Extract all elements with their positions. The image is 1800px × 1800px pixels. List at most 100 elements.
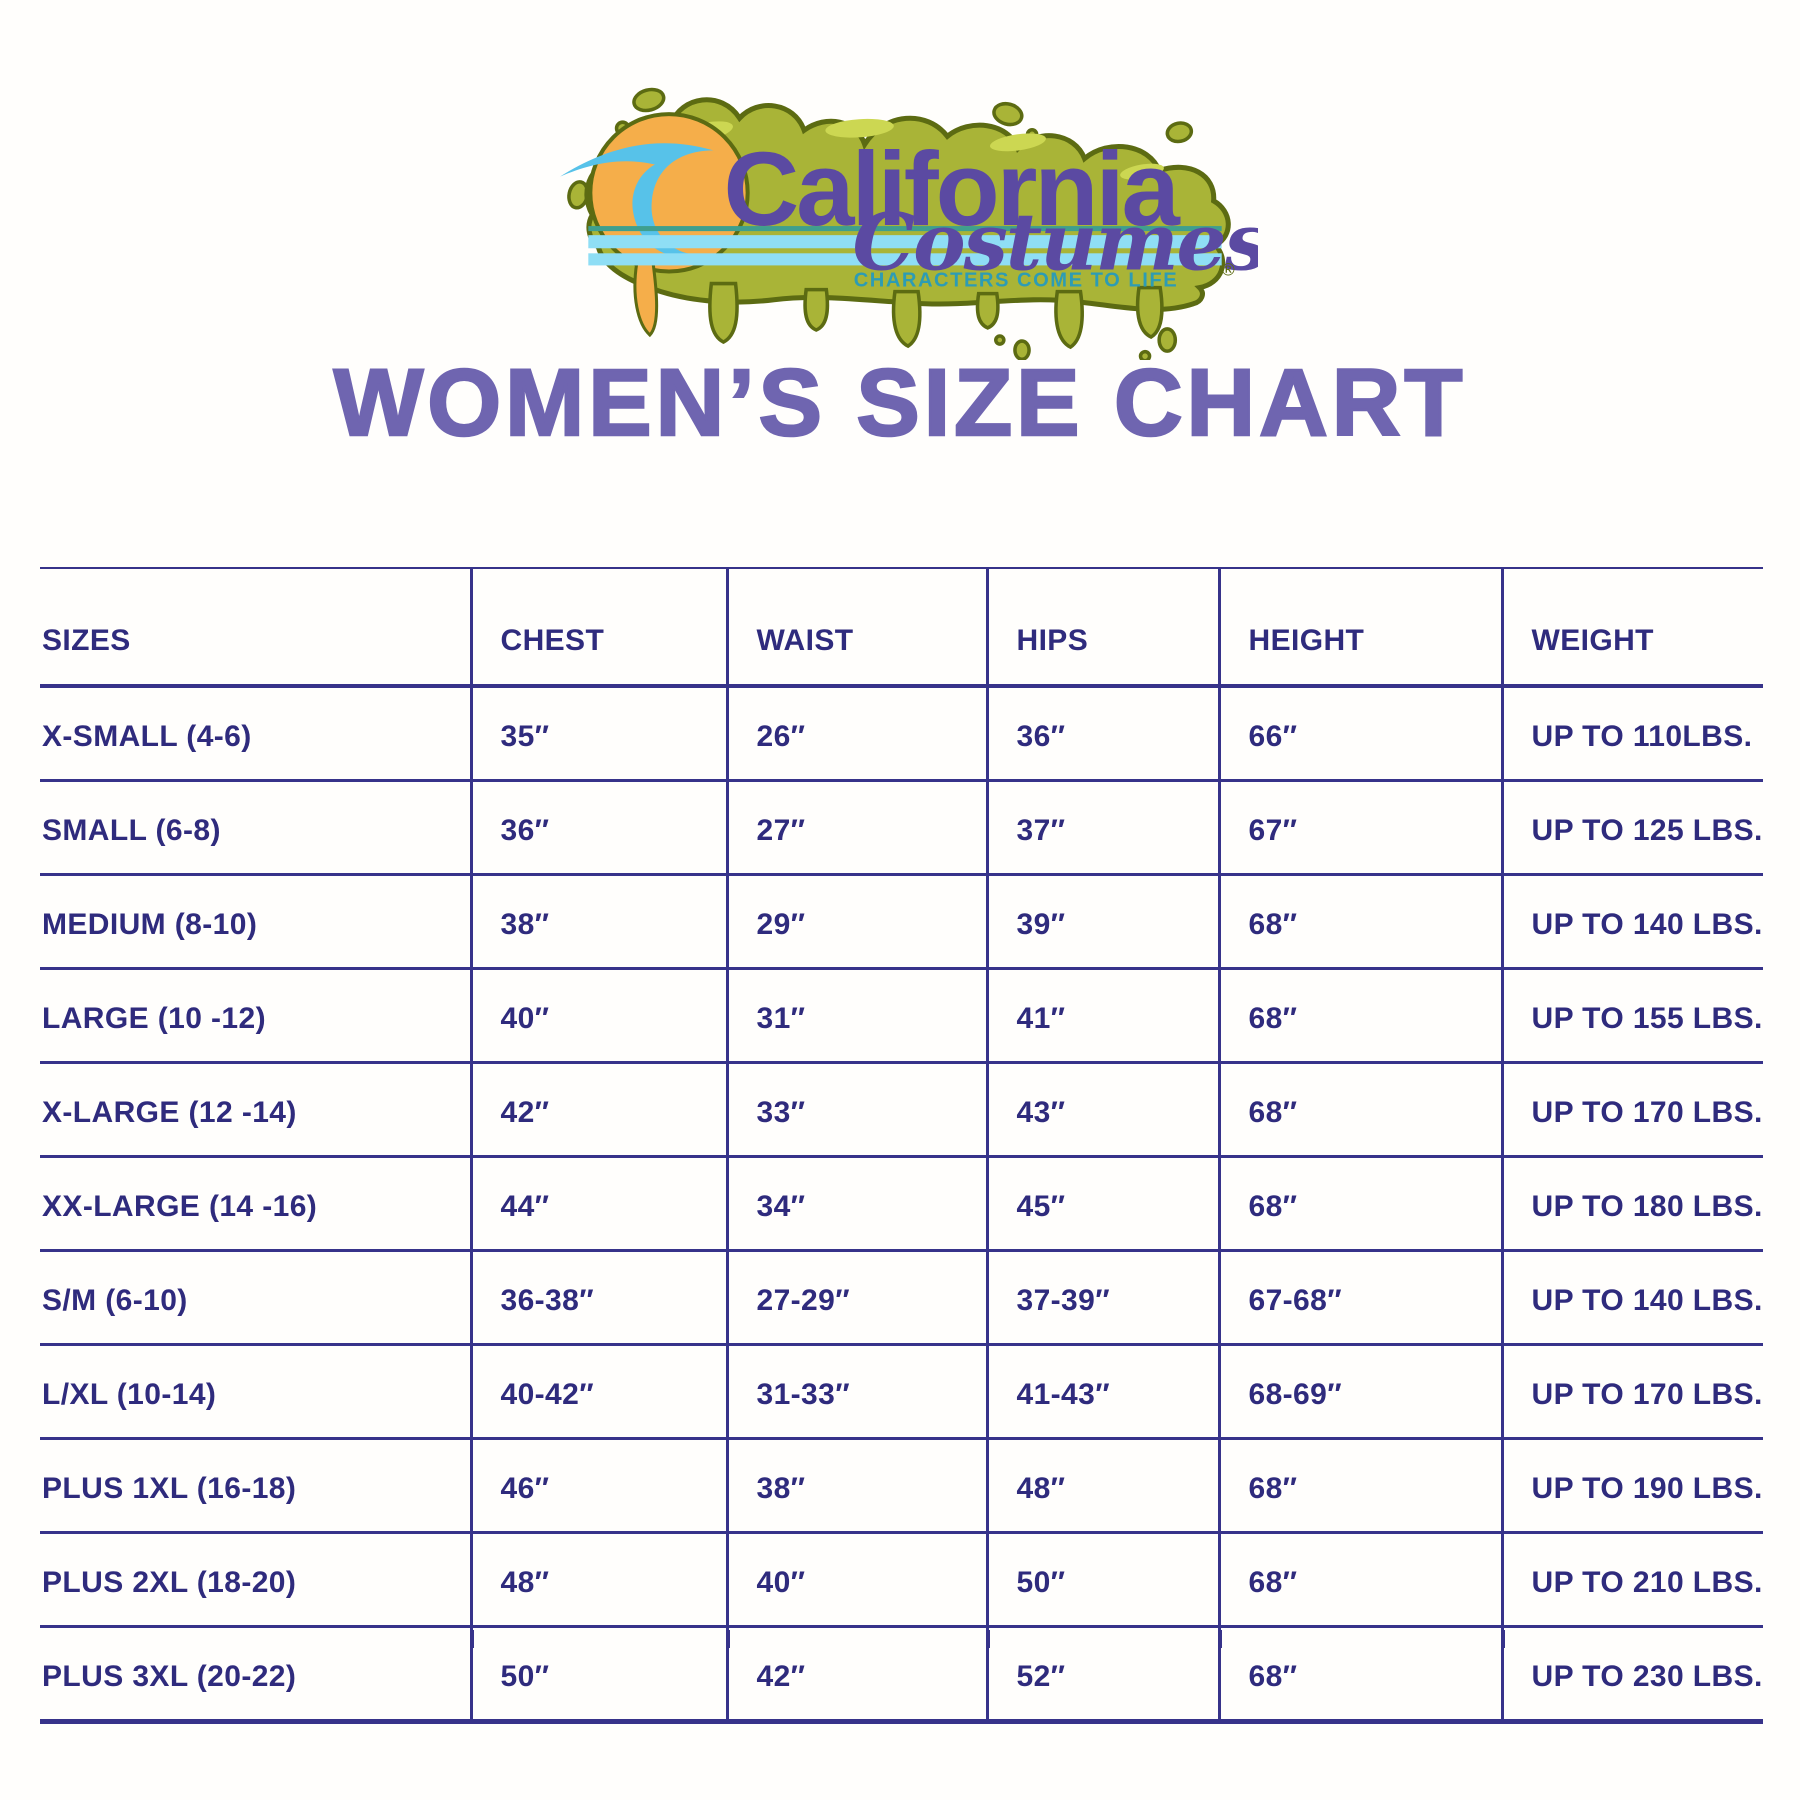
cell-sizes: PLUS 2XL (18-20)	[40, 1532, 471, 1628]
table-row: PLUS 2XL (18-20) 48″ 40″ 50″ 68″ UP TO 210 LB…	[40, 1532, 1763, 1628]
cell-sizes: SMALL (6-8)	[40, 780, 471, 876]
header-weight: WEIGHT	[1500, 567, 1763, 688]
cell-sizes: X-LARGE (12 -14)	[40, 1062, 471, 1158]
cell-chest: 46″	[469, 1438, 727, 1534]
table-row: PLUS 1XL (16-18) 46″ 38″ 48″ 68″ UP TO 190 LB…	[40, 1438, 1763, 1534]
registered-mark: ®	[1220, 260, 1237, 280]
column-line-stub	[727, 1630, 730, 1648]
cell-waist: 31″	[725, 968, 987, 1064]
cell-chest: 42″	[469, 1062, 727, 1158]
cell-weight: UP TO 180 LBS.	[1500, 1156, 1763, 1252]
cell-chest: 44″	[469, 1156, 727, 1252]
column-line-stub	[987, 1630, 990, 1648]
cell-height: 67-68″	[1217, 1250, 1502, 1346]
cell-weight: UP TO 170 LBS.	[1500, 1344, 1763, 1440]
column-line-stub	[471, 1630, 474, 1648]
cell-hips: 36″	[985, 686, 1219, 782]
cell-weight: UP TO 210 LBS.	[1500, 1532, 1763, 1628]
cell-height: 68″	[1217, 1532, 1502, 1628]
header-height: HEIGHT	[1217, 567, 1502, 688]
table-row: X-LARGE (12 -14) 42″ 33″ 43″ 68″ UP TO 170 LB…	[40, 1062, 1763, 1158]
cell-chest: 36″	[469, 780, 727, 876]
cell-height: 68″	[1217, 874, 1502, 970]
cell-height: 68″	[1217, 1156, 1502, 1252]
cell-chest: 35″	[469, 686, 727, 782]
cell-hips: 39″	[985, 874, 1219, 970]
cell-waist: 26″	[725, 686, 987, 782]
header-chest: CHEST	[469, 567, 727, 688]
cell-weight: UP TO 155 LBS.	[1500, 968, 1763, 1064]
cell-weight: UP TO 140 LBS.	[1500, 1250, 1763, 1346]
cell-height: 68″	[1217, 968, 1502, 1064]
cell-waist: 33″	[725, 1062, 987, 1158]
cell-chest: 48″	[469, 1532, 727, 1628]
cell-waist: 40″	[725, 1532, 987, 1628]
cell-sizes: MEDIUM (8-10)	[40, 874, 471, 970]
cell-height: 68″	[1217, 1626, 1502, 1724]
cell-chest: 50″	[469, 1626, 727, 1724]
table-row: LARGE (10 -12) 40″ 31″ 41″ 68″ UP TO 155 LBS.	[40, 968, 1763, 1064]
wave-icon	[560, 143, 714, 258]
cell-hips: 50″	[985, 1532, 1219, 1628]
cell-chest: 40-42″	[469, 1344, 727, 1440]
cell-hips: 45″	[985, 1156, 1219, 1252]
cell-waist: 31-33″	[725, 1344, 987, 1440]
table-row: MEDIUM (8-10) 38″ 29″ 39″ 68″ UP TO 140 LBS.	[40, 874, 1763, 970]
header-hips: HIPS	[985, 567, 1219, 688]
cell-height: 68″	[1217, 1438, 1502, 1534]
cell-weight: UP TO 140 LBS.	[1500, 874, 1763, 970]
cell-chest: 38″	[469, 874, 727, 970]
cell-waist: 42″	[725, 1626, 987, 1724]
page-title: WOMEN’S SIZE CHART	[332, 350, 1467, 456]
cell-height: 66″	[1217, 686, 1502, 782]
table-row: XX-LARGE (14 -16) 44″ 34″ 45″ 68″ UP TO 180 L…	[40, 1156, 1763, 1252]
cell-sizes: XX-LARGE (14 -16)	[40, 1156, 471, 1252]
cell-hips: 48″	[985, 1438, 1219, 1534]
cell-hips: 52″	[985, 1626, 1219, 1724]
cell-weight: UP TO 170 LBS.	[1500, 1062, 1763, 1158]
cell-height: 67″	[1217, 780, 1502, 876]
cell-height: 68″	[1217, 1062, 1502, 1158]
cell-sizes: X-SMALL (4-6)	[40, 686, 471, 782]
header-waist: WAIST	[725, 567, 987, 688]
logo-stripes	[588, 226, 1222, 266]
slime-logo-graphic: California Costumes ® CHARACTERS COME TO…	[560, 87, 1270, 363]
table-row: L/XL (10-14) 40-42″ 31-33″ 41-43″ 68-69″ UP T…	[40, 1344, 1763, 1440]
cell-waist: 34″	[725, 1156, 987, 1252]
cell-waist: 38″	[725, 1438, 987, 1534]
cell-waist: 29″	[725, 874, 987, 970]
size-table-header: SIZES CHEST WAIST HIPS HEIGHT WEIGHT	[40, 567, 1763, 688]
brand-word-costumes: Costumes	[853, 195, 1258, 288]
cell-sizes: L/XL (10-14)	[40, 1344, 471, 1440]
slime-drips	[708, 281, 1164, 350]
cell-sizes: S/M (6-10)	[40, 1250, 471, 1346]
cell-chest: 36-38″	[469, 1250, 727, 1346]
table-row: X-SMALL (4-6) 35″ 26″ 36″ 66″ UP TO 110LBS.	[40, 686, 1763, 782]
table-row: SMALL (6-8) 36″ 27″ 37″ 67″ UP TO 125 LBS.	[40, 780, 1763, 876]
table-row: PLUS 3XL (20-22) 50″ 42″ 52″ 68″ UP TO 230 LB…	[40, 1626, 1763, 1724]
cell-weight: UP TO 190 LBS.	[1500, 1438, 1763, 1534]
header-sizes: SIZES	[40, 567, 471, 688]
size-table: SIZES CHEST WAIST HIPS HEIGHT WEIGHT X-S…	[40, 567, 1763, 1724]
cell-hips: 37″	[985, 780, 1219, 876]
cell-weight: UP TO 110LBS.	[1500, 686, 1763, 782]
brand-word-california: California	[723, 131, 1180, 248]
cell-sizes: PLUS 3XL (20-22)	[40, 1626, 471, 1724]
cell-chest: 40″	[469, 968, 727, 1064]
brand-tagline: CHARACTERS COME TO LIFE	[854, 270, 1178, 292]
cell-hips: 41″	[985, 968, 1219, 1064]
column-line-stub	[1502, 1630, 1505, 1648]
header-row: SIZES CHEST WAIST HIPS HEIGHT WEIGHT	[40, 567, 1763, 688]
column-line-stub	[1219, 1630, 1222, 1648]
cell-waist: 27″	[725, 780, 987, 876]
california-costumes-logo: California Costumes ® CHARACTERS COME TO…	[552, 74, 1270, 363]
size-table-body: X-SMALL (4-6) 35″ 26″ 36″ 66″ UP TO 110LBS. SM…	[40, 686, 1763, 1724]
cell-waist: 27-29″	[725, 1250, 987, 1346]
cell-hips: 37-39″	[985, 1250, 1219, 1346]
cell-height: 68-69″	[1217, 1344, 1502, 1440]
cell-hips: 43″	[985, 1062, 1219, 1158]
cell-sizes: PLUS 1XL (16-18)	[40, 1438, 471, 1534]
cell-hips: 41-43″	[985, 1344, 1219, 1440]
table-row: S/M (6-10) 36-38″ 27-29″ 37-39″ 67-68″ UP TO …	[40, 1250, 1763, 1346]
